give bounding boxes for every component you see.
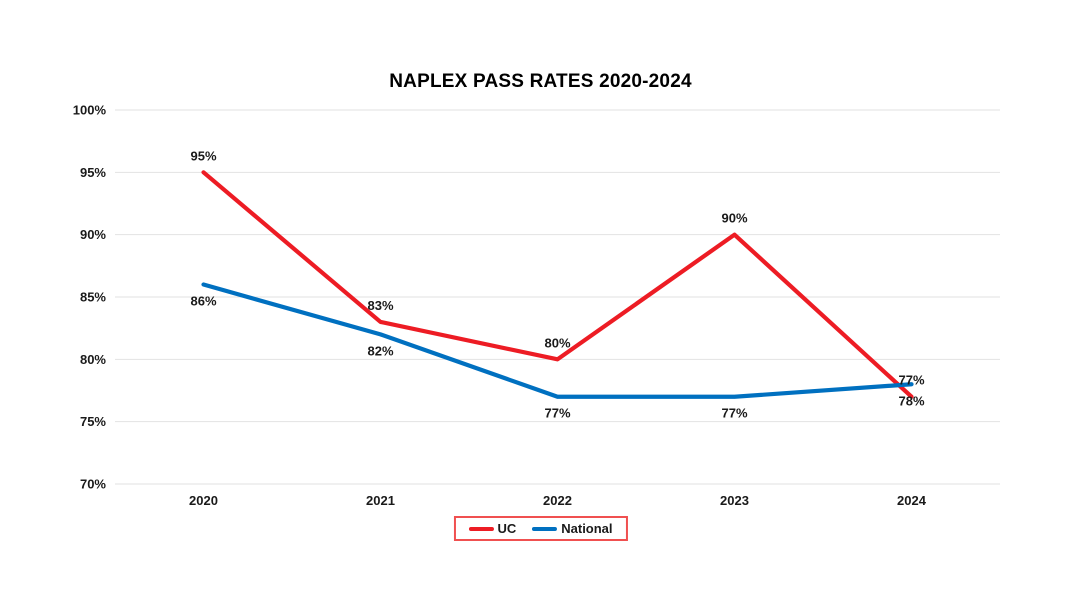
legend-label-national: National xyxy=(561,521,613,536)
uc-data-label: 80% xyxy=(544,335,570,350)
x-axis-tick-label: 2022 xyxy=(543,493,572,508)
legend-label-uc: UC xyxy=(497,521,517,536)
y-axis-tick-label: 95% xyxy=(80,165,106,180)
x-axis-tick-label: 2020 xyxy=(189,493,218,508)
y-axis-tick-label: 70% xyxy=(80,477,106,492)
y-axis-tick-label: 80% xyxy=(80,352,106,367)
national-data-label: 77% xyxy=(544,406,570,421)
uc-data-label: 83% xyxy=(367,298,393,313)
legend: UC National xyxy=(453,516,628,541)
national-line-series xyxy=(201,282,914,399)
uc-line-series xyxy=(201,170,914,399)
national-data-label: 78% xyxy=(898,393,924,408)
x-axis-tick-label: 2024 xyxy=(897,493,927,508)
uc-data-label: 90% xyxy=(721,211,747,226)
uc-line-swatch-icon xyxy=(468,526,494,531)
legend-item-uc: UC xyxy=(468,521,516,536)
national-data-label: 86% xyxy=(190,294,216,309)
uc-data-label: 95% xyxy=(190,148,216,163)
y-axis-tick-label: 75% xyxy=(80,414,106,429)
x-axis-tick-label: 2021 xyxy=(366,493,395,508)
national-data-label: 82% xyxy=(367,343,393,358)
y-axis-tick-label: 90% xyxy=(80,227,106,242)
y-axis-tick-label: 100% xyxy=(73,103,107,118)
national-data-label: 77% xyxy=(721,406,747,421)
x-axis-tick-label: 2023 xyxy=(720,493,749,508)
chart-title: NAPLEX PASS RATES 2020-2024 xyxy=(389,71,692,92)
y-axis-tick-label: 85% xyxy=(80,290,106,305)
legend-item-national: National xyxy=(532,521,613,536)
national-line-swatch-icon xyxy=(532,526,558,531)
uc-data-label: 77% xyxy=(898,373,924,388)
